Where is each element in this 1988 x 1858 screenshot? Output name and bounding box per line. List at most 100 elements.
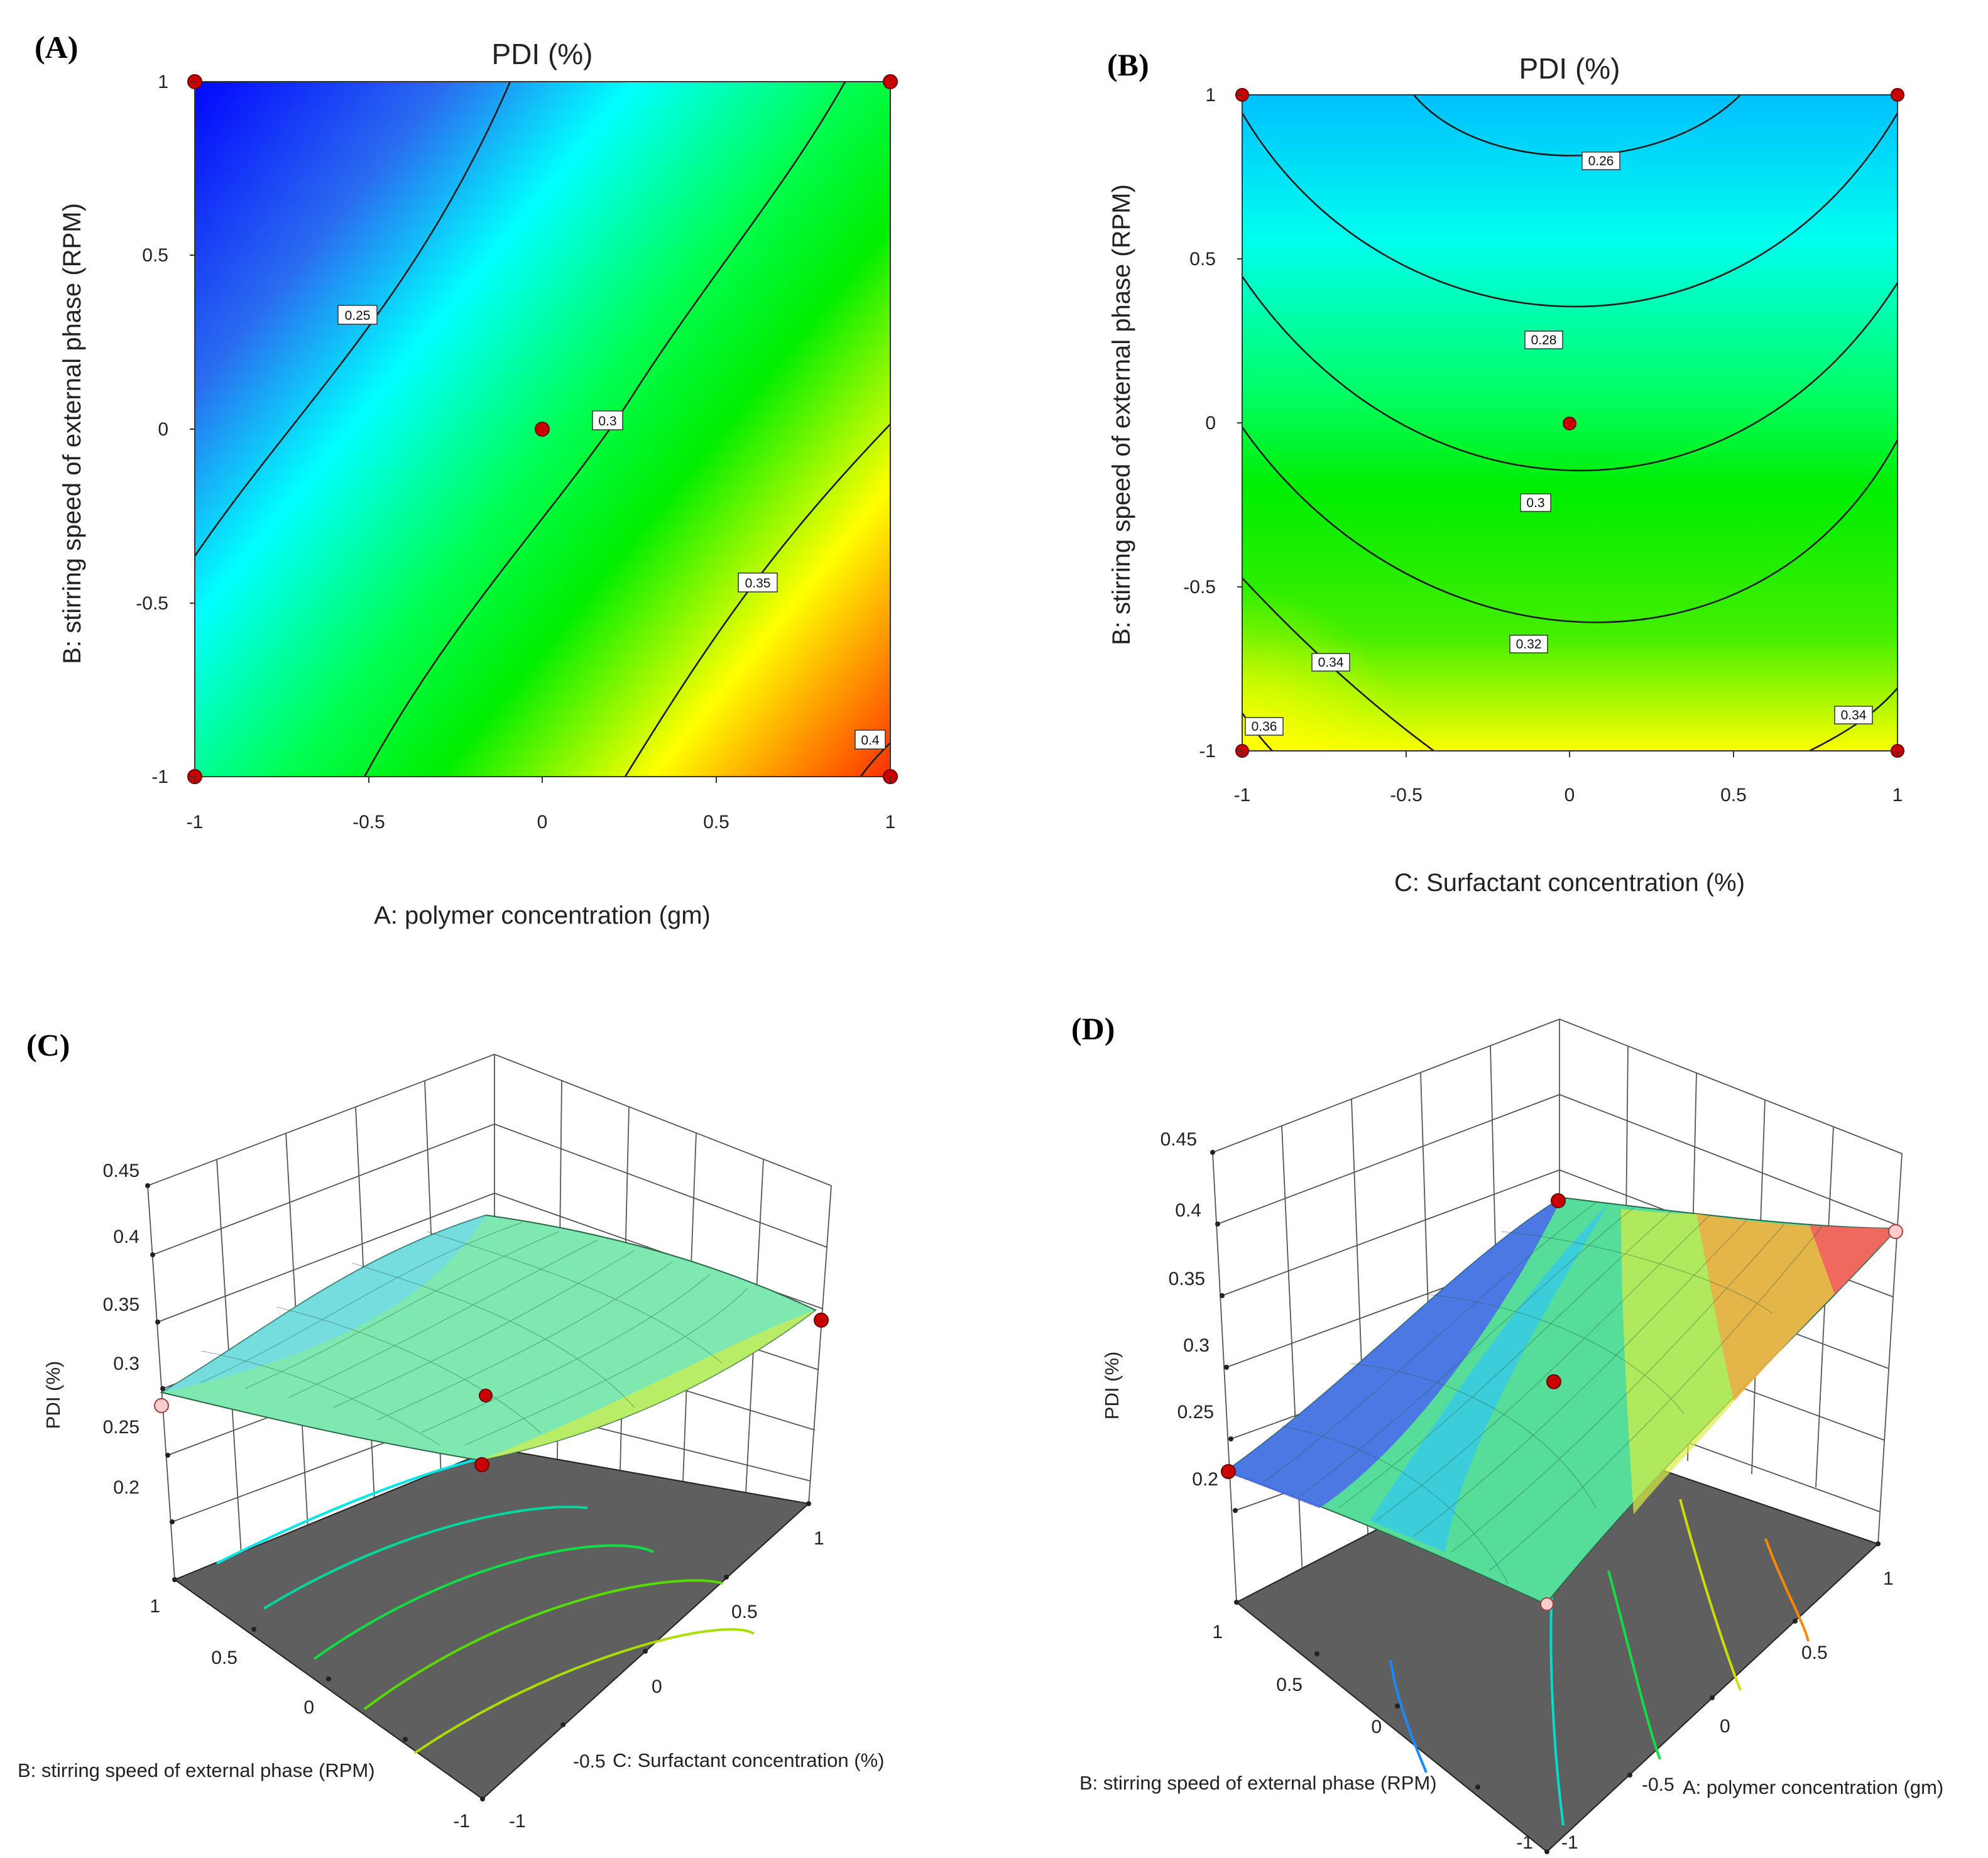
panel-label-a: (A): [35, 30, 78, 65]
contour-label-b-034b: 0.34: [1834, 706, 1873, 724]
contour-label-b-032: 0.32: [1509, 635, 1548, 653]
design-point-c-3: [474, 1457, 489, 1472]
x-tick-b-05: 0.5: [1720, 785, 1747, 806]
design-point-d-3: [1221, 1464, 1236, 1479]
chart-title-b: PDI (%): [1519, 52, 1620, 85]
contour-label-a-035: 0.35: [738, 572, 778, 593]
svg-text:0.4: 0.4: [861, 733, 880, 748]
x-tick-b-m1: -1: [1234, 785, 1251, 806]
svg-text:0.35: 0.35: [745, 576, 771, 591]
y-tick-b-0: 0: [1205, 413, 1216, 434]
design-point-d-4: [1540, 1597, 1554, 1611]
design-point-a-center: [535, 422, 550, 437]
z-tick-c-030: 0.3: [113, 1353, 139, 1374]
y-tick-c-0: 0: [303, 1697, 314, 1718]
contour-label-b-030: 0.3: [1520, 493, 1551, 512]
contour-label-b-034: 0.34: [1311, 653, 1350, 672]
design-point-b-center: [1563, 417, 1576, 430]
svg-text:0.28: 0.28: [1531, 333, 1557, 347]
contour-label-b-036: 0.36: [1245, 717, 1284, 736]
z-tick-c-035: 0.35: [103, 1294, 139, 1315]
contour-label-b-026: 0.26: [1581, 151, 1620, 170]
z-tick-d-025: 0.25: [1177, 1402, 1214, 1423]
y-tick-b-m1: -1: [1199, 741, 1216, 762]
contour-label-b-028: 0.28: [1524, 331, 1563, 349]
x-tick-a-1: 1: [885, 812, 896, 833]
design-point-c-center: [479, 1389, 493, 1402]
svg-text:0.25: 0.25: [345, 309, 371, 323]
design-point-d-2: [1888, 1224, 1903, 1239]
y-tick-b-05: 0.5: [1189, 249, 1216, 270]
x-tick-d-m05: -0.5: [1642, 1774, 1674, 1795]
x-tick-d-m1: -1: [1561, 1832, 1578, 1853]
svg-text:0.3: 0.3: [1526, 496, 1544, 510]
z-tick-d-035: 0.35: [1169, 1269, 1205, 1289]
y-tick-d-05: 0.5: [1276, 1675, 1303, 1695]
x-tick-c-0: 0: [652, 1676, 662, 1697]
y-axis-label-a: B: stirring speed of external phase (RPM…: [58, 203, 86, 664]
panel-b-contour: (B) PDI (%) 0.26 0.28 0.3 0.32: [1107, 47, 1904, 897]
design-point-d-center: [1546, 1374, 1561, 1389]
contour-line-a-030: [363, 82, 846, 777]
x-tick-d-1: 1: [1883, 1568, 1894, 1589]
z-tick-c-025: 0.25: [103, 1417, 139, 1438]
x-tick-a-0: 0: [537, 812, 548, 833]
chart-title-a: PDI (%): [492, 38, 593, 70]
panel-a-contour: (A) PDI (%) 0.25 0.3 0.35 0.4: [35, 30, 898, 929]
contour-label-a-040: 0.4: [855, 730, 886, 750]
y-tick-d-0: 0: [1371, 1717, 1382, 1737]
y-tick-c-05: 0.5: [211, 1648, 238, 1668]
y-tick-d-m1: -1: [1516, 1832, 1533, 1853]
svg-text:0.3: 0.3: [598, 414, 616, 429]
design-point-a-2: [883, 74, 898, 89]
x-axis-label-b: C: Surfactant concentration (%): [1394, 869, 1745, 897]
x-tick-b-1: 1: [1892, 785, 1903, 806]
panel-label-d: (D): [1071, 1011, 1115, 1046]
design-point-c-2: [814, 1313, 829, 1328]
y-tick-c-1: 1: [150, 1596, 160, 1617]
z-tick-d-045: 0.45: [1161, 1129, 1197, 1150]
panel-d-surface: (D): [1071, 1011, 1943, 1854]
y-tick-a-05: 0.5: [142, 245, 168, 266]
svg-text:0.32: 0.32: [1516, 637, 1542, 652]
x-tick-d-05: 0.5: [1801, 1642, 1828, 1663]
x-tick-b-m05: -0.5: [1390, 785, 1423, 806]
z-tick-c-040: 0.4: [113, 1227, 139, 1247]
y-tick-b-1: 1: [1205, 85, 1216, 106]
z-tick-d-030: 0.3: [1183, 1335, 1210, 1356]
x-tick-b-0: 0: [1565, 785, 1575, 806]
z-axis-label-d: PDI (%): [1101, 1352, 1123, 1420]
x-tick-a-05: 0.5: [703, 812, 729, 833]
y-tick-a-m05: -0.5: [136, 593, 168, 614]
design-point-b-2: [1891, 88, 1904, 102]
panel-label-c: (C): [26, 1027, 70, 1063]
z-tick-d-020: 0.2: [1192, 1469, 1218, 1490]
design-point-c-1: [154, 1398, 169, 1413]
contour-line-b-032: [1242, 427, 1898, 623]
x-tick-a-m1: -1: [187, 812, 204, 833]
contour-label-a-025: 0.25: [337, 305, 378, 325]
y-axis-label-c: B: stirring speed of external phase (RPM…: [18, 1759, 375, 1781]
x-tick-c-m1: -1: [509, 1811, 526, 1832]
z-tick-c-020: 0.2: [113, 1477, 139, 1498]
z-tick-c-045: 0.45: [103, 1161, 139, 1181]
panel-c-surface: (C): [18, 1027, 884, 1832]
x-tick-c-05: 0.5: [731, 1602, 758, 1622]
x-tick-d-0: 0: [1720, 1716, 1730, 1737]
floor-c: [173, 1447, 811, 1800]
svg-text:0.34: 0.34: [1841, 708, 1867, 723]
contour-label-a-030: 0.3: [592, 410, 623, 430]
x-tick-c-1: 1: [814, 1528, 824, 1549]
contour-line-a-040: [860, 742, 890, 777]
z-axis-label-c: PDI (%): [42, 1361, 64, 1429]
x-axis-label-c: C: Surfactant concentration (%): [613, 1749, 884, 1771]
svg-text:0.36: 0.36: [1252, 719, 1277, 734]
svg-text:0.26: 0.26: [1588, 154, 1614, 168]
y-tick-a-m1: -1: [151, 767, 168, 787]
y-axis-label-d: B: stirring speed of external phase (RPM…: [1079, 1772, 1437, 1794]
y-tick-a-1: 1: [158, 72, 168, 92]
y-axis-label-b: B: stirring speed of external phase (RPM…: [1108, 184, 1135, 645]
y-tick-a-0: 0: [158, 419, 168, 440]
x-tick-c-m05: -0.5: [573, 1751, 606, 1772]
